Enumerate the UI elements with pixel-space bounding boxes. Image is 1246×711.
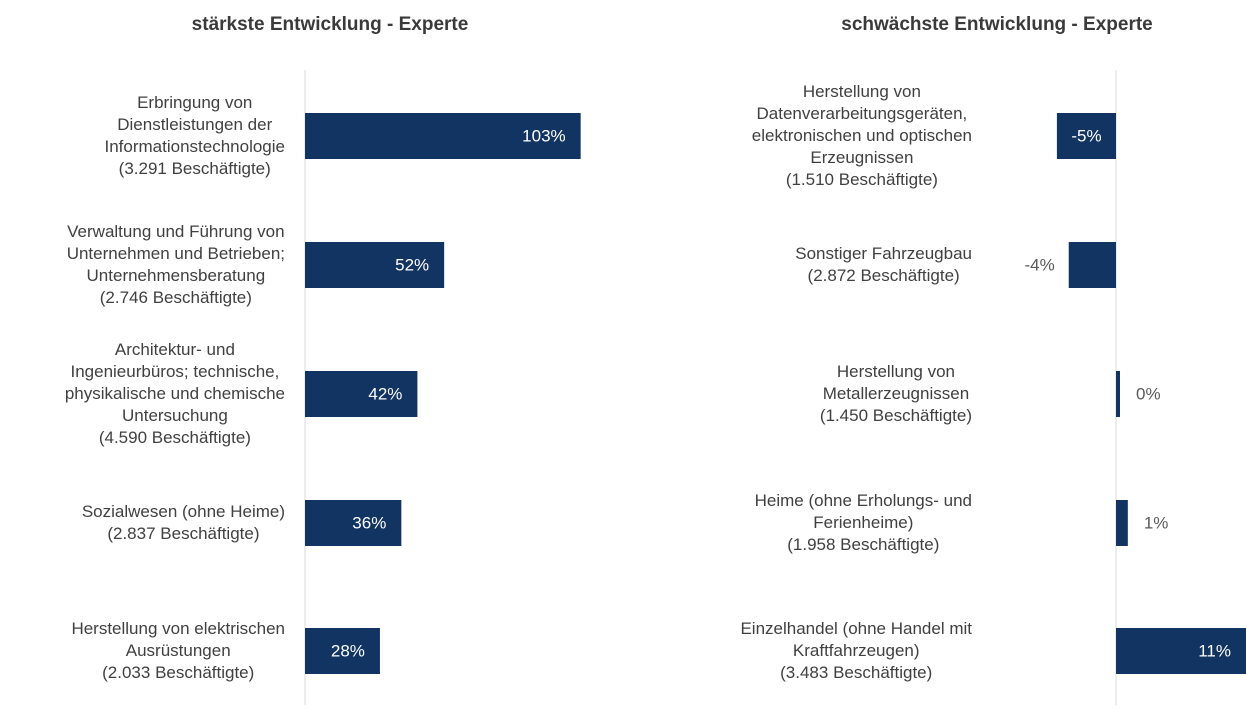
bar (1116, 500, 1128, 546)
bar (1068, 242, 1116, 288)
category: Sozialwesen (ohne Heime) (2.837 Beschäft… (0, 501, 285, 545)
bar (305, 500, 402, 546)
category: Herstellung von Metallerzeugnissen (1.45… (0, 361, 972, 427)
value-label: 36% (352, 513, 386, 532)
value-label: -5% (1071, 126, 1101, 145)
bar (1116, 371, 1120, 417)
category-label: Architektur- und Ingenieurbüros; technis… (64, 340, 285, 447)
value-label: 0% (1136, 384, 1161, 403)
value-label: -4% (1024, 255, 1054, 274)
bar (305, 371, 418, 417)
category-label: Verwaltung und Führung von Unternehmen u… (66, 222, 285, 307)
category: Herstellung von Datenverarbeitungsgeräte… (0, 81, 972, 191)
category: Herstellung von elektrischen Ausrüstunge… (0, 618, 285, 684)
category: Erbringung von Dienstleistungen der Info… (0, 92, 285, 180)
category: Heime (ohne Erholungs- und Ferienheime) … (0, 490, 972, 556)
category-label: Herstellung von Datenverarbeitungsgeräte… (751, 82, 972, 189)
category-label: Einzelhandel (ohne Handel mit Kraftfahrz… (740, 619, 972, 682)
bar (305, 242, 445, 288)
category: Architektur- und Ingenieurbüros; technis… (0, 339, 285, 449)
value-label: 28% (331, 641, 365, 660)
category-label: Sozialwesen (ohne Heime) (2.837 Beschäft… (81, 502, 285, 543)
category-label: Herstellung von Metallerzeugnissen (1.45… (819, 362, 972, 425)
value-label: 103% (522, 126, 565, 145)
category-label: Erbringung von Dienstleistungen der Info… (104, 93, 285, 178)
category: Verwaltung und Führung von Unternehmen u… (0, 221, 285, 309)
category-label: Herstellung von elektrischen Ausrüstunge… (71, 619, 285, 682)
chart-title: schwächste Entwicklung - Experte (841, 14, 1153, 35)
category-label: Heime (ohne Erholungs- und Ferienheime) … (754, 491, 972, 554)
chart-title: stärkste Entwicklung - Experte (191, 14, 469, 35)
bar (305, 113, 581, 159)
bar (1056, 113, 1116, 159)
bar (305, 628, 380, 674)
value-label: 11% (1198, 641, 1231, 660)
value-label: 42% (368, 384, 402, 403)
category: Einzelhandel (ohne Handel mit Kraftfahrz… (0, 618, 972, 684)
bar (1116, 628, 1246, 674)
value-label: 52% (395, 255, 429, 274)
category: Sonstiger Fahrzeugbau (2.872 Beschäftigt… (0, 243, 972, 287)
category-label: Sonstiger Fahrzeugbau (2.872 Beschäftigt… (795, 244, 972, 285)
value-label: 1% (1144, 513, 1169, 532)
